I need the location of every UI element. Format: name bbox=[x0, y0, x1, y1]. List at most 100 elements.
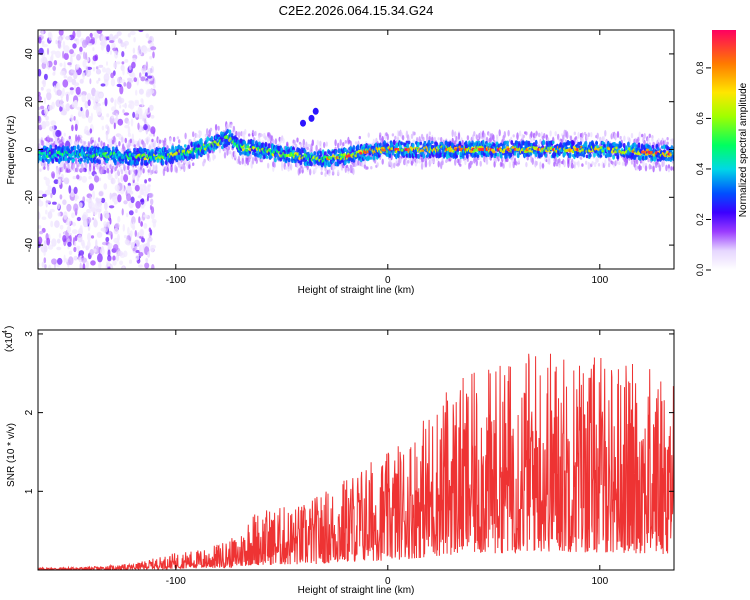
snr-y-scale-close: ) bbox=[4, 326, 15, 329]
heatmap-noise-cell bbox=[75, 86, 81, 95]
heatmap-noise-cell bbox=[138, 30, 144, 33]
heatmap-halo-cell bbox=[325, 141, 328, 147]
heatmap-halo-cell bbox=[530, 137, 533, 145]
heatmap-halo-cell bbox=[138, 138, 141, 145]
heatmap-band-cell bbox=[287, 158, 291, 163]
heatmap-band-cell bbox=[651, 144, 655, 149]
heatmap-band-cell bbox=[221, 137, 224, 142]
heatmap-noise-cell bbox=[114, 172, 119, 180]
heatmap-noise-cell bbox=[98, 177, 102, 182]
heatmap-halo-cell bbox=[110, 168, 114, 174]
heatmap-halo-cell bbox=[511, 156, 514, 164]
heatmap-noise-cell bbox=[85, 52, 88, 61]
heatmap-isolated-point bbox=[312, 107, 319, 115]
heatmap-halo-cell bbox=[652, 165, 655, 173]
heatmap-halo-cell bbox=[604, 159, 607, 166]
heatmap-halo-cell bbox=[431, 136, 434, 142]
heatmap-noise-cell bbox=[76, 30, 82, 38]
heatmap-halo-cell bbox=[281, 160, 284, 168]
heatmap-band-cell bbox=[634, 154, 638, 158]
heatmap-halo-cell bbox=[591, 161, 594, 166]
heatmap-halo-cell bbox=[579, 156, 583, 160]
heatmap-halo-cell bbox=[300, 142, 303, 149]
heatmap-halo-cell bbox=[139, 169, 143, 176]
heatmap-band-cell bbox=[415, 153, 418, 159]
heatmap-halo-cell bbox=[62, 137, 65, 143]
heatmap-halo-cell bbox=[342, 142, 345, 147]
heatmap-band-cell bbox=[417, 153, 420, 159]
heatmap-noise-cell bbox=[144, 80, 150, 85]
heatmap-noise-cell bbox=[106, 44, 111, 53]
heatmap-halo-cell bbox=[309, 168, 312, 176]
heatmap-band-cell bbox=[515, 140, 519, 145]
heatmap-band-cell bbox=[267, 143, 271, 149]
heatmap-noise-cell bbox=[107, 255, 112, 262]
heatmap-noise-cell bbox=[122, 109, 125, 114]
heatmap-noise-cell bbox=[66, 203, 72, 212]
heatmap-noise-cell bbox=[85, 260, 89, 269]
heatmap-noise-cell bbox=[84, 100, 89, 109]
heatmap-halo-cell bbox=[192, 131, 195, 138]
heatmap-band-cell bbox=[241, 151, 245, 155]
heatmap-halo-cell bbox=[454, 131, 457, 138]
heatmap-band-cell bbox=[544, 153, 548, 158]
heatmap-band-cell bbox=[612, 154, 615, 160]
heatmap-noise-cell bbox=[107, 242, 113, 249]
heatmap-halo-cell bbox=[183, 164, 186, 173]
heatmap-noise-cell bbox=[89, 78, 92, 85]
heatmap-band-cell bbox=[459, 151, 463, 157]
heatmap-halo-cell bbox=[337, 142, 340, 149]
heatmap-noise-cell bbox=[98, 77, 101, 82]
heatmap-noise-cell bbox=[122, 266, 125, 269]
heatmap-halo-cell bbox=[581, 137, 584, 143]
heatmap-noise-cell bbox=[132, 221, 135, 230]
heatmap-noise-cell bbox=[63, 132, 66, 137]
heatmap-halo-cell bbox=[349, 140, 353, 147]
heatmap-band-cell bbox=[369, 156, 373, 160]
heatmap-noise-cell bbox=[46, 91, 52, 101]
heatmap-halo-cell bbox=[133, 169, 136, 174]
heatmap-band-cell bbox=[417, 141, 420, 148]
heatmap-noise-cell bbox=[53, 60, 58, 66]
heatmap-band-cell bbox=[302, 157, 306, 161]
heatmap-halo-cell bbox=[345, 164, 349, 169]
heatmap-noise-cell bbox=[47, 105, 53, 111]
heatmap-noise-cell bbox=[89, 249, 94, 256]
heatmap-noise-cell bbox=[41, 261, 45, 268]
heatmap-band-cell bbox=[321, 149, 325, 155]
heatmap-band-cell bbox=[348, 156, 351, 161]
heatmap-halo-cell bbox=[543, 133, 546, 139]
heatmap-halo-cell bbox=[648, 133, 651, 138]
heatmap-noise-cell bbox=[81, 39, 88, 48]
heatmap-noise-cell bbox=[106, 61, 108, 66]
heatmap-noise-cell bbox=[115, 113, 119, 118]
heatmap-noise-cell bbox=[57, 178, 62, 186]
heatmap-halo-cell bbox=[651, 135, 654, 139]
heatmap-noise-cell bbox=[42, 193, 47, 198]
heatmap-halo-cell bbox=[531, 157, 534, 165]
heatmap-noise-cell bbox=[74, 123, 78, 132]
heatmap-halo-cell bbox=[376, 162, 379, 167]
heatmap-noise-cell bbox=[38, 91, 41, 97]
heatmap-noise-cell bbox=[110, 264, 114, 269]
heatmap-noise-cell bbox=[117, 250, 124, 257]
heatmap-halo-cell bbox=[116, 169, 120, 176]
heatmap-noise-cell bbox=[116, 31, 122, 36]
heatmap-band-cell bbox=[338, 160, 342, 165]
heatmap-halo-cell bbox=[518, 130, 522, 137]
heatmap-noise-cell bbox=[114, 184, 120, 192]
heatmap-noise-cell bbox=[126, 212, 129, 218]
heatmap-halo-cell bbox=[401, 135, 405, 141]
heatmap-halo-cell bbox=[573, 161, 576, 169]
heatmap-noise-cell bbox=[78, 250, 85, 256]
heatmap-noise-cell bbox=[40, 86, 44, 91]
heatmap-noise-cell bbox=[142, 185, 147, 192]
heatmap-band-cell bbox=[337, 148, 341, 154]
heatmap-halo-cell bbox=[413, 131, 416, 136]
heatmap-noise-cell bbox=[52, 72, 56, 76]
heatmap-noise-cell bbox=[81, 257, 87, 264]
heatmap-band-cell bbox=[111, 146, 115, 151]
heatmap-band-cell bbox=[199, 137, 203, 144]
heatmap-noise-cell bbox=[117, 177, 120, 184]
heatmap-noise-cell bbox=[74, 197, 78, 202]
